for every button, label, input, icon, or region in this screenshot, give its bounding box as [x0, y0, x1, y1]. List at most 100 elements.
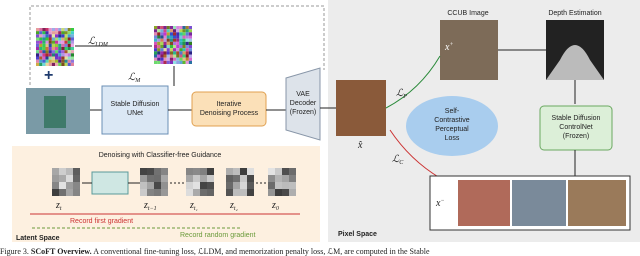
ccub-photo: [440, 20, 498, 80]
noise-pixel: [61, 50, 65, 54]
noise-pixel: [64, 40, 68, 44]
noise-pixel: [67, 50, 71, 54]
latent-cell: [207, 168, 214, 175]
noise-pixel: [42, 28, 46, 32]
latent-cell: [73, 189, 80, 196]
photo-detail: [44, 96, 66, 128]
noise-pixel: [70, 34, 74, 38]
noise-pixel: [163, 29, 167, 33]
noise-pixel: [154, 51, 158, 55]
noise-pixel: [154, 26, 158, 30]
noise-pixel: [36, 56, 40, 60]
noise-pixel: [188, 51, 192, 55]
pixel-space-label: Pixel Space: [338, 231, 377, 238]
latent-cell: [233, 189, 240, 196]
noise-pixel: [42, 47, 46, 51]
negative-photo: [458, 180, 510, 226]
latent-cell: [282, 175, 289, 182]
noise-pixel: [36, 40, 40, 44]
latent-cell: [147, 189, 154, 196]
latent-cell: [161, 168, 168, 175]
noise-pixel: [42, 62, 46, 66]
controlnet-label: ControlNet: [559, 124, 593, 131]
noise-pixel: [169, 35, 173, 39]
noise-pixel: [39, 59, 43, 63]
noise-pixel: [179, 48, 183, 52]
noise-pixel: [182, 60, 186, 64]
noise-pixel: [61, 43, 65, 47]
noise-pixel: [173, 54, 177, 58]
noise-pixel: [61, 34, 65, 38]
noise-pixel: [51, 43, 55, 47]
noise-pixel: [61, 59, 65, 63]
noise-pixel: [39, 31, 43, 35]
noise-pixel: [185, 26, 189, 30]
noise-pixel: [61, 47, 65, 51]
latent-cell: [282, 182, 289, 189]
latent-cell: [66, 168, 73, 175]
latent-cell: [154, 182, 161, 189]
noise-pixel: [51, 40, 55, 44]
noise-pixel: [169, 48, 173, 52]
latent-symbol: z: [189, 200, 194, 211]
latent-cell: [154, 175, 161, 182]
noise-pixel: [173, 38, 177, 42]
noise-pixel: [163, 32, 167, 36]
noise-pixel: [163, 60, 167, 64]
noise-pixel: [64, 53, 68, 57]
noise-pixel: [58, 47, 62, 51]
noise-pixel: [48, 59, 52, 63]
noise-pixel: [160, 57, 164, 61]
noise-pixel: [64, 59, 68, 63]
latent-cell: [207, 175, 214, 182]
noise-pixel: [160, 38, 164, 42]
latent-subscript: t−1: [148, 206, 157, 212]
latent-cell: [233, 182, 240, 189]
noise-pixel: [61, 40, 65, 44]
noise-pixel: [179, 45, 183, 49]
denoise-label: Iterative: [217, 101, 242, 108]
noise-pixel: [163, 51, 167, 55]
noise-pixel: [39, 50, 43, 54]
noise-pixel: [55, 37, 59, 41]
noise-pixel: [182, 45, 186, 49]
denoise-label: Denoising Process: [200, 110, 259, 117]
noise-pixel: [176, 35, 180, 39]
latent-cell: [289, 168, 296, 175]
noise-pixel: [185, 45, 189, 49]
latent-cell: [193, 168, 200, 175]
noise-pixel: [39, 53, 43, 57]
noise-pixel: [67, 56, 71, 60]
latent-cell: [161, 175, 168, 182]
noise-pixel: [67, 62, 71, 66]
noise-pixel: [182, 51, 186, 55]
noise-pixel: [39, 34, 43, 38]
noise-pixel: [45, 31, 49, 35]
latent-subscript: t: [60, 206, 62, 212]
noise-pixel: [169, 57, 173, 61]
noise-pixel: [42, 40, 46, 44]
noise-pixel: [55, 50, 59, 54]
noise-pixel: [42, 31, 46, 35]
latent-cell: [59, 182, 66, 189]
noise-pixel: [176, 60, 180, 64]
noise-pixel: [166, 60, 170, 64]
noise-pixel: [58, 59, 62, 63]
text-part: SCoFT Overview.: [31, 247, 92, 256]
noise-pixel: [58, 31, 62, 35]
latent-label: z0: [271, 200, 279, 212]
latent-cell: [140, 189, 147, 196]
noise-pixel: [67, 59, 71, 63]
noise-pixel: [154, 57, 158, 61]
noise-pixel: [36, 47, 40, 51]
noise-pixel: [169, 41, 173, 45]
text-part: ℒ: [128, 72, 136, 83]
noise-pixel: [55, 43, 59, 47]
noise-pixel: [58, 28, 62, 32]
noise-pixel: [182, 54, 186, 58]
vae-label: VAE: [296, 91, 310, 98]
noise-pixel: [169, 38, 173, 42]
arrow: [389, 129, 441, 179]
latent-cell: [226, 175, 233, 182]
loss-p: ℒP: [396, 88, 407, 100]
